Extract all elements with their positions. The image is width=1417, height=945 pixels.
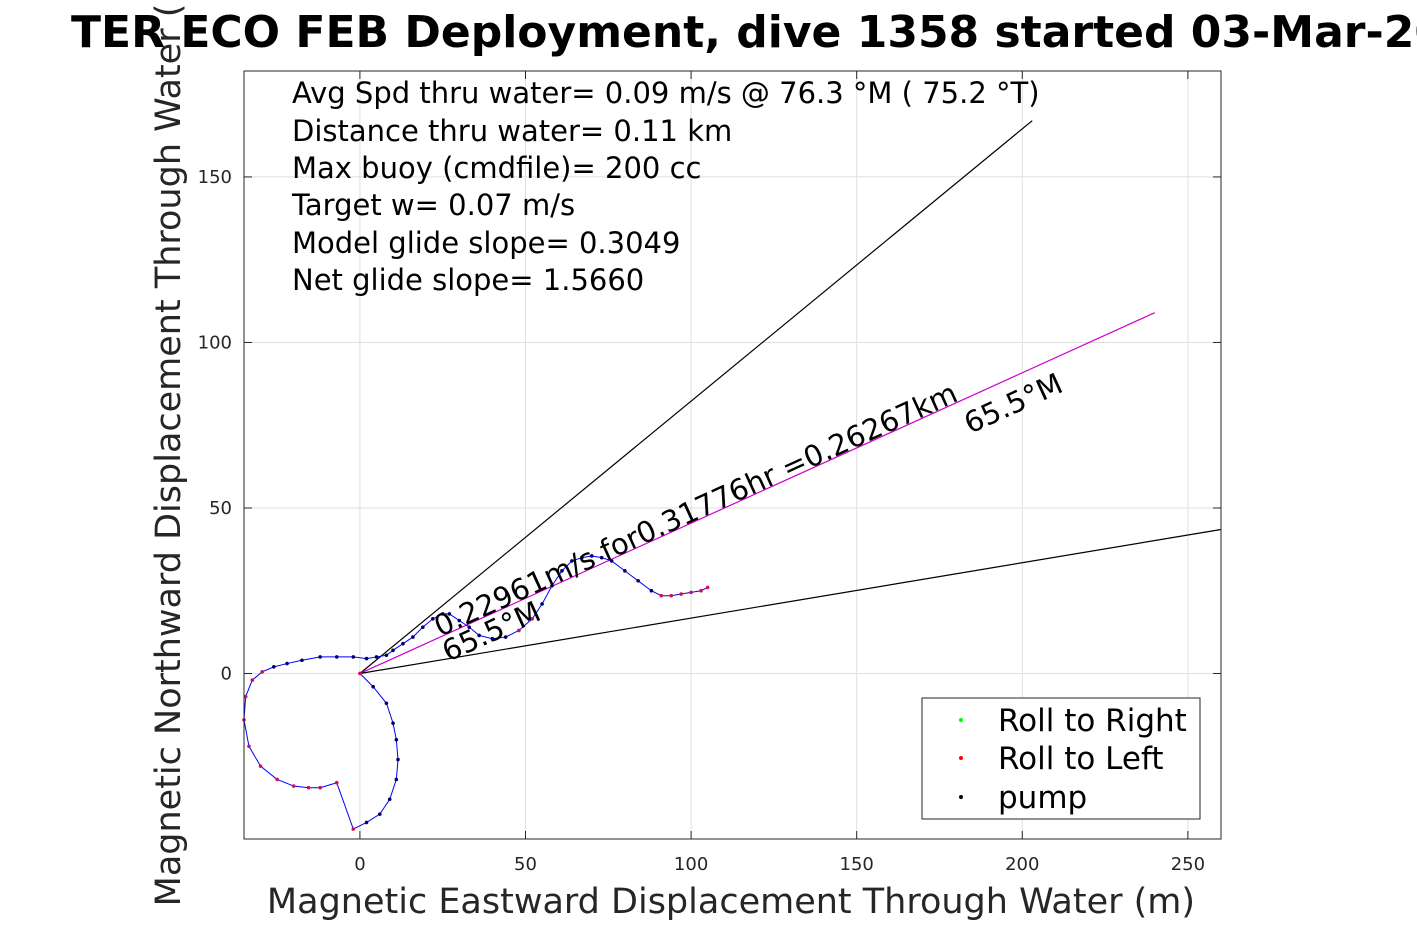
- data-point: [540, 602, 544, 606]
- legend-label-roll-right: Roll to Right: [998, 703, 1187, 739]
- info-avg-speed: Avg Spd thru water= 0.09 m/s @ 76.3 °M (…: [292, 76, 1040, 110]
- data-point: [705, 585, 710, 590]
- data-point: [490, 636, 495, 641]
- data-points: [242, 554, 710, 831]
- x-axis-label: Magnetic Eastward Displacement Through W…: [267, 882, 1195, 922]
- data-point: [421, 625, 425, 629]
- axis-ticks: 0 50 100 150 200 250 0 50 100 150: [198, 71, 1221, 875]
- x-tick-label: 100: [674, 854, 708, 875]
- data-point: [609, 559, 614, 563]
- data-point: [377, 812, 382, 816]
- data-point: [599, 555, 604, 560]
- y-tick-label: 0: [221, 663, 232, 684]
- data-point: [447, 612, 452, 616]
- x-tick-label: 0: [354, 854, 365, 875]
- data-point: [401, 641, 405, 646]
- data-point: [291, 784, 296, 788]
- x-tick-label: 200: [1005, 854, 1039, 875]
- data-point: [371, 684, 375, 689]
- data-point: [530, 617, 534, 621]
- data-point: [364, 820, 369, 825]
- data-point: [394, 777, 399, 782]
- data-point: [243, 694, 248, 699]
- data-point: [580, 555, 584, 560]
- data-point: [391, 721, 395, 725]
- data-point: [250, 678, 255, 682]
- data-point: [258, 764, 263, 768]
- legend: Roll to Right Roll to Left pump: [921, 697, 1201, 820]
- x-tick-label: 50: [514, 854, 537, 875]
- data-point: [334, 655, 339, 659]
- plot-area-frame: [243, 70, 1222, 840]
- data-point: [384, 653, 389, 658]
- data-point: [699, 588, 703, 593]
- info-text-block: Avg Spd thru water= 0.09 m/s @ 76.3 °M (…: [291, 76, 1040, 297]
- chart-title: TER ECO FEB Deployment, dive 1358 starte…: [71, 7, 1417, 58]
- data-point: [364, 656, 369, 661]
- data-point: [387, 797, 392, 802]
- legend-label-pump: pump: [998, 780, 1087, 816]
- data-point: [679, 592, 683, 596]
- data-point: [689, 590, 693, 595]
- x-tick-label: 150: [840, 854, 874, 875]
- data-point: [391, 648, 395, 653]
- y-axis-label: Magnetic Northward Displacement Through …: [149, 4, 189, 907]
- info-net-glide-slope: Net glide slope= 1.5660: [292, 263, 644, 297]
- data-point: [560, 569, 564, 573]
- reference-line: [359, 312, 1156, 675]
- data-point: [300, 658, 304, 663]
- data-point: [649, 588, 654, 593]
- y-tick-label: 100: [198, 332, 232, 353]
- data-point: [550, 583, 554, 588]
- legend-marker-roll-left: [959, 756, 963, 760]
- data-point: [374, 655, 379, 659]
- speed-annotation: 0.22961m/s for0.31776hr =0.26267km: [429, 376, 963, 644]
- data-point: [384, 701, 389, 706]
- data-point: [659, 593, 664, 598]
- data-point: [467, 625, 472, 629]
- legend-marker-roll-right: [959, 718, 963, 722]
- info-distance: Distance thru water= 0.11 km: [292, 114, 732, 148]
- data-point: [318, 655, 322, 659]
- data-point: [503, 635, 508, 639]
- info-target-w: Target w= 0.07 m/s: [291, 188, 575, 222]
- data-point: [411, 635, 415, 639]
- data-point: [669, 593, 674, 598]
- grid: [244, 71, 1221, 839]
- data-point: [623, 569, 627, 573]
- data-point: [260, 670, 265, 674]
- data-point: [285, 661, 289, 666]
- data-point: [517, 628, 521, 633]
- y-tick-label: 50: [209, 498, 232, 519]
- data-point: [334, 780, 339, 785]
- data-point: [275, 777, 279, 782]
- info-model-glide-slope: Model glide slope= 0.3049: [292, 226, 680, 260]
- y-tick-label: 150: [198, 167, 232, 188]
- info-max-buoy: Max buoy (cmdfile)= 200 cc: [292, 151, 701, 185]
- data-point: [306, 785, 311, 790]
- reference-line: [359, 528, 1222, 675]
- data-point: [351, 827, 356, 831]
- x-tick-label: 250: [1171, 854, 1205, 875]
- legend-label-roll-left: Roll to Left: [998, 741, 1164, 777]
- data-point: [272, 665, 276, 669]
- reference-lines: [359, 120, 1222, 675]
- reference-line: [359, 120, 1033, 674]
- data-point: [318, 785, 322, 790]
- data-point: [440, 612, 445, 616]
- legend-box: [921, 697, 1201, 820]
- data-point: [477, 633, 481, 638]
- data-point: [636, 578, 640, 583]
- data-point: [351, 655, 356, 659]
- data-point: [358, 671, 362, 676]
- legend-marker-pump: [959, 795, 963, 799]
- data-point: [570, 559, 574, 563]
- data-point: [247, 744, 251, 749]
- data-point: [396, 757, 400, 762]
- data-point: [430, 617, 435, 621]
- data-point: [394, 737, 399, 742]
- data-point: [589, 554, 594, 558]
- data-point: [457, 618, 462, 623]
